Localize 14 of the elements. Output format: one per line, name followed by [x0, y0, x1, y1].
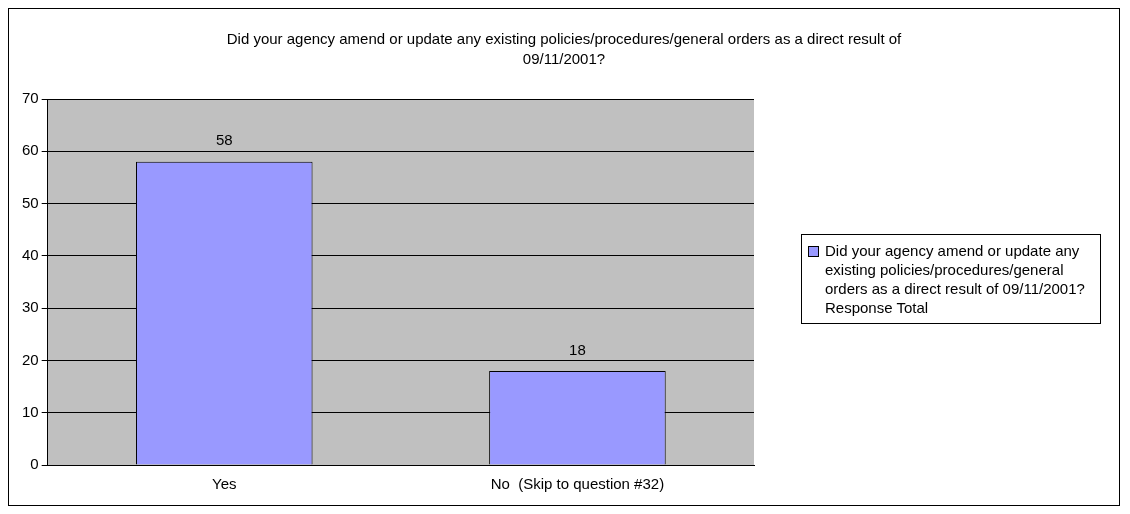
- y-tick-label: 70: [22, 89, 39, 107]
- legend-label: Did your agency amend or update any existing policies/procedures/general orders as a direct result of 09/11/2001? Response Total: [825, 241, 1086, 317]
- y-tick-label: 40: [22, 246, 39, 263]
- y-tick-label: 20: [22, 350, 39, 368]
- data-label: 58: [215, 131, 233, 149]
- y-tick-label: 10: [22, 402, 39, 420]
- y-tick-label: 0: [30, 455, 39, 473]
- y-tick-label: 60: [22, 141, 39, 159]
- x-tick-label: Yes: [212, 475, 237, 493]
- x-tick-label: No (Skip to question #32): [490, 475, 665, 493]
- y-tick-label: 30: [22, 298, 39, 316]
- chart-title: Did your agency amend or update any existing policies/procedures/general orders as a direct result of 09/11/2001?: [225, 29, 903, 69]
- y-tick-label: 50: [22, 193, 39, 211]
- data-label: 18: [569, 340, 586, 358]
